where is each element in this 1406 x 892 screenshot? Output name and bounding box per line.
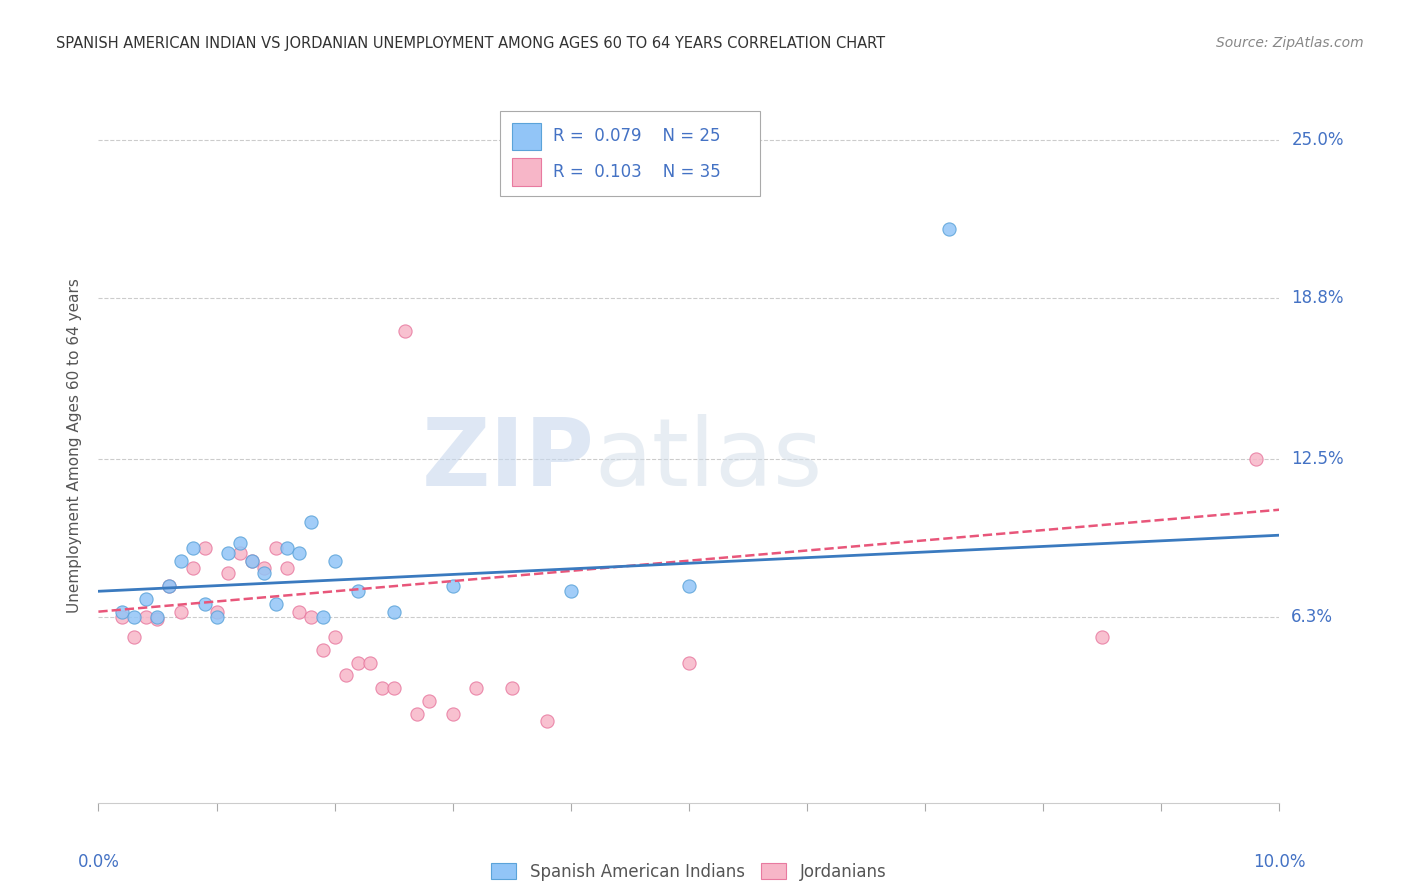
Jordanians bbox=[1244, 451, 1267, 466]
Spanish American Indians bbox=[181, 541, 204, 555]
Spanish American Indians bbox=[276, 541, 298, 555]
Text: SPANISH AMERICAN INDIAN VS JORDANIAN UNEMPLOYMENT AMONG AGES 60 TO 64 YEARS CORR: SPANISH AMERICAN INDIAN VS JORDANIAN UNE… bbox=[56, 36, 886, 51]
Jordanians bbox=[678, 656, 700, 670]
Text: 25.0%: 25.0% bbox=[1291, 131, 1344, 149]
Jordanians bbox=[205, 605, 228, 619]
FancyBboxPatch shape bbox=[501, 111, 759, 196]
Jordanians bbox=[288, 605, 311, 619]
Spanish American Indians bbox=[441, 579, 464, 593]
Spanish American Indians bbox=[678, 579, 700, 593]
Spanish American Indians bbox=[122, 609, 145, 624]
Jordanians bbox=[276, 561, 298, 575]
Spanish American Indians bbox=[288, 546, 311, 560]
Jordanians bbox=[536, 714, 558, 729]
Jordanians bbox=[323, 630, 346, 644]
Spanish American Indians bbox=[382, 605, 405, 619]
Jordanians bbox=[418, 694, 440, 708]
Jordanians bbox=[501, 681, 523, 695]
Spanish American Indians bbox=[229, 536, 252, 550]
Spanish American Indians bbox=[157, 579, 180, 593]
Spanish American Indians bbox=[194, 597, 217, 611]
Text: ZIP: ZIP bbox=[422, 414, 595, 507]
Spanish American Indians bbox=[170, 554, 193, 568]
Jordanians bbox=[111, 609, 134, 624]
Jordanians bbox=[181, 561, 204, 575]
Jordanians bbox=[335, 668, 357, 682]
Jordanians bbox=[170, 605, 193, 619]
Spanish American Indians bbox=[938, 222, 960, 236]
Jordanians bbox=[465, 681, 488, 695]
Spanish American Indians bbox=[323, 554, 346, 568]
Jordanians bbox=[253, 561, 276, 575]
Spanish American Indians bbox=[217, 546, 239, 560]
Text: atlas: atlas bbox=[595, 414, 823, 507]
Jordanians bbox=[382, 681, 405, 695]
Text: 0.0%: 0.0% bbox=[77, 853, 120, 871]
Jordanians bbox=[441, 706, 464, 721]
Text: Source: ZipAtlas.com: Source: ZipAtlas.com bbox=[1216, 36, 1364, 50]
Jordanians bbox=[194, 541, 217, 555]
Jordanians bbox=[229, 546, 252, 560]
Text: R =  0.079    N = 25: R = 0.079 N = 25 bbox=[553, 128, 721, 145]
Text: R =  0.103    N = 35: R = 0.103 N = 35 bbox=[553, 163, 721, 181]
Spanish American Indians bbox=[264, 597, 287, 611]
Jordanians bbox=[240, 554, 263, 568]
Text: 12.5%: 12.5% bbox=[1291, 450, 1344, 467]
Jordanians bbox=[560, 171, 582, 186]
FancyBboxPatch shape bbox=[512, 123, 541, 150]
Jordanians bbox=[299, 609, 322, 624]
Spanish American Indians bbox=[560, 584, 582, 599]
Jordanians bbox=[146, 612, 169, 626]
Spanish American Indians bbox=[240, 554, 263, 568]
Legend: Spanish American Indians, Jordanians: Spanish American Indians, Jordanians bbox=[485, 856, 893, 888]
Jordanians bbox=[394, 324, 416, 338]
Jordanians bbox=[122, 630, 145, 644]
Text: 6.3%: 6.3% bbox=[1291, 607, 1333, 626]
Spanish American Indians bbox=[347, 584, 370, 599]
Spanish American Indians bbox=[205, 609, 228, 624]
Jordanians bbox=[406, 706, 429, 721]
Spanish American Indians bbox=[146, 609, 169, 624]
Jordanians bbox=[371, 681, 394, 695]
Jordanians bbox=[359, 656, 381, 670]
Jordanians bbox=[312, 643, 335, 657]
Text: 10.0%: 10.0% bbox=[1253, 853, 1306, 871]
Jordanians bbox=[135, 609, 157, 624]
Jordanians bbox=[217, 566, 239, 581]
Spanish American Indians bbox=[135, 591, 157, 606]
Spanish American Indians bbox=[299, 516, 322, 530]
Spanish American Indians bbox=[253, 566, 276, 581]
Spanish American Indians bbox=[111, 605, 134, 619]
Spanish American Indians bbox=[312, 609, 335, 624]
Jordanians bbox=[264, 541, 287, 555]
Jordanians bbox=[157, 579, 180, 593]
Text: 18.8%: 18.8% bbox=[1291, 289, 1344, 307]
FancyBboxPatch shape bbox=[512, 159, 541, 186]
Jordanians bbox=[1091, 630, 1114, 644]
Y-axis label: Unemployment Among Ages 60 to 64 years: Unemployment Among Ages 60 to 64 years bbox=[67, 278, 83, 614]
Jordanians bbox=[347, 656, 370, 670]
